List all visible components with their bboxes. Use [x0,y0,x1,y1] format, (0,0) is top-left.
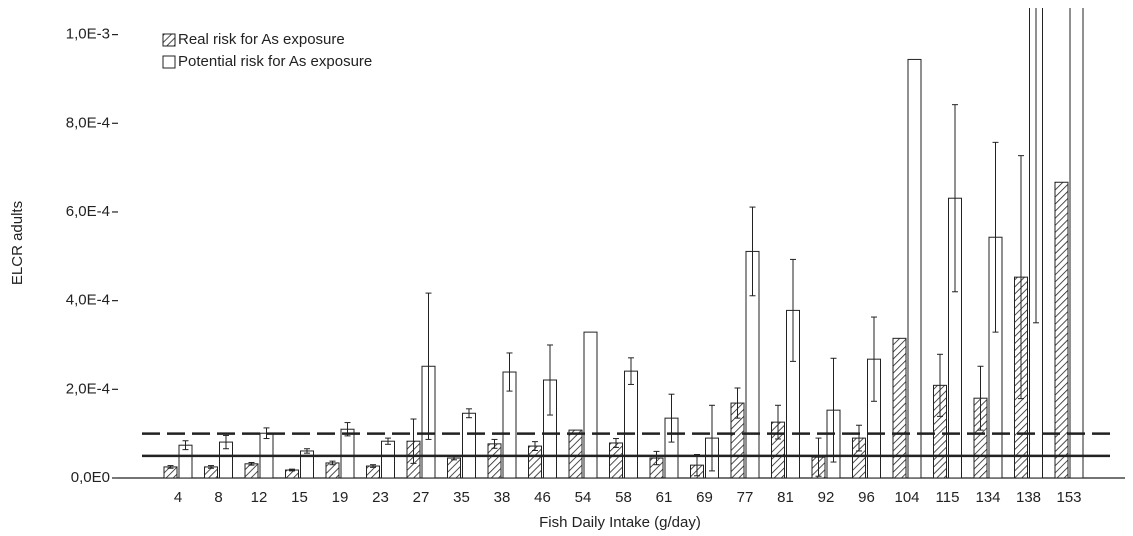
x-tick-label: 23 [372,489,389,506]
error-bar [167,465,174,469]
x-tick-label: 104 [894,489,919,506]
error-bar [749,206,756,297]
bar [381,440,395,479]
x-tick-label: 12 [251,489,268,506]
bar [244,463,259,479]
x-tick-label: 134 [975,489,1000,506]
x-tick-label: 15 [291,489,308,506]
error-bar [532,441,538,452]
error-bar [628,357,634,385]
error-bar [977,365,984,431]
legend-label: Real risk for As exposure [178,31,345,48]
x-tick-label: 61 [656,489,673,506]
error-bar [370,464,376,468]
x-tick-label: 77 [737,489,754,506]
error-bar [709,404,715,472]
error-bar [385,437,391,445]
error-bar [547,344,553,416]
x-tick-label: 115 [936,489,960,506]
legend-swatch [162,33,176,47]
x-tick-label: 27 [413,489,430,506]
bar [568,429,583,479]
x-tick-label: 138 [1016,489,1041,506]
error-bar [871,316,877,402]
y-tick-label: 8,0E-4 [66,114,110,131]
bar [487,443,502,479]
x-tick-label: 46 [534,489,551,506]
bar [1054,181,1069,479]
y-tick-label: 0,0E0 [71,469,110,486]
x-tick-label: 58 [615,489,632,506]
bar [892,337,907,479]
y-tick-label: 1,0E-3 [66,26,110,43]
error-bar [694,454,700,477]
error-bar [790,258,796,362]
error-bar [263,427,270,440]
error-bar [208,465,214,469]
x-tick-label: 38 [494,489,511,506]
error-bar [223,434,229,450]
bar [609,442,623,479]
error-bar [815,437,822,477]
x-tick-label: 96 [858,489,875,506]
error-bar [1033,8,1039,324]
bar [907,58,922,479]
x-tick-label: 81 [777,489,794,506]
error-bar [506,352,513,392]
error-bar [856,424,862,452]
error-bar [1018,155,1024,400]
error-bar [248,461,255,466]
error-bar [992,141,999,333]
bar [1069,8,1084,479]
x-tick-label: 54 [575,489,592,506]
error-bar [734,387,741,419]
bar [624,370,638,479]
error-bar [304,448,310,454]
error-bar [425,292,432,440]
error-bar [653,450,660,466]
x-tick-label: 4 [174,489,182,506]
error-bar [182,440,189,451]
error-bar [830,357,837,463]
x-tick-label: 19 [332,489,349,506]
y-axis-title: ELCR adults [9,201,26,285]
bar [340,428,355,479]
error-bar [329,460,336,466]
y-tick-label: 2,0E-4 [66,380,110,397]
error-bar [952,104,958,293]
plot-area [163,8,1084,479]
legend-label: Potential risk for As exposure [178,53,372,70]
legend-swatch [162,55,176,69]
y-tick-label: 4,0E-4 [66,292,110,309]
bar [447,457,461,479]
error-bar [937,353,943,417]
x-tick-label: 153 [1056,489,1081,506]
y-tick-label: 6,0E-4 [66,203,110,220]
error-bar [491,438,498,449]
error-bar [613,438,619,448]
x-tick-label: 8 [214,489,222,506]
x-axis-title: Fish Daily Intake (g/day) [539,514,701,531]
error-bar [466,408,472,419]
error-bar [289,468,295,472]
bar [583,331,598,479]
x-tick-label: 35 [453,489,470,506]
x-tick-label: 69 [696,489,713,506]
bar [462,412,476,479]
x-tick-label: 92 [818,489,835,506]
